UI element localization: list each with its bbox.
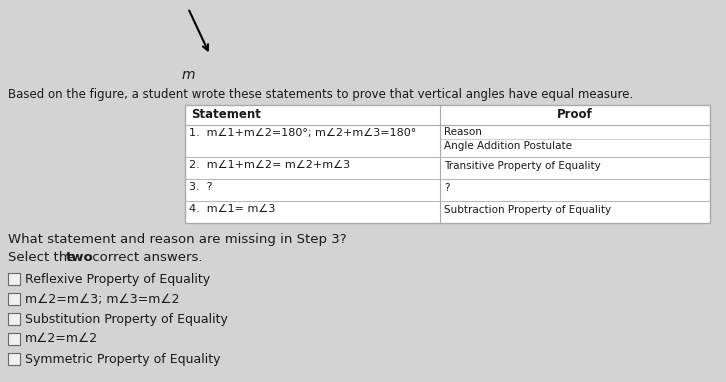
Bar [8, 333, 20, 345]
Text: 1.  m∠1+m∠2=180°; m∠2+m∠3=180°: 1. m∠1+m∠2=180°; m∠2+m∠3=180° [189, 128, 416, 138]
Text: m: m [182, 68, 195, 82]
Bar [8, 353, 20, 365]
Text: Transitive Property of Equality: Transitive Property of Equality [444, 161, 600, 171]
Bar [8, 273, 20, 285]
Text: Proof: Proof [557, 108, 593, 121]
Text: ?: ? [444, 183, 449, 193]
Text: Select the: Select the [8, 251, 80, 264]
Bar [8, 313, 20, 325]
Text: 4.  m∠1= m∠3: 4. m∠1= m∠3 [189, 204, 275, 214]
Text: m∠2=m∠3; m∠3=m∠2: m∠2=m∠3; m∠3=m∠2 [25, 293, 179, 306]
Text: Reflexive Property of Equality: Reflexive Property of Equality [25, 272, 210, 285]
Text: 3.  ?: 3. ? [189, 182, 213, 192]
Text: Reason: Reason [444, 127, 482, 137]
Text: two: two [66, 251, 94, 264]
Text: Statement: Statement [191, 108, 261, 121]
Text: correct answers.: correct answers. [88, 251, 203, 264]
Bar [8, 293, 20, 305]
Text: Angle Addition Postulate: Angle Addition Postulate [444, 141, 572, 151]
Text: Symmetric Property of Equality: Symmetric Property of Equality [25, 353, 221, 366]
Text: Subtraction Property of Equality: Subtraction Property of Equality [444, 205, 611, 215]
Bar [185, 105, 710, 223]
Text: 2.  m∠1+m∠2= m∠2+m∠3: 2. m∠1+m∠2= m∠2+m∠3 [189, 160, 350, 170]
Text: What statement and reason are missing in Step 3?: What statement and reason are missing in… [8, 233, 346, 246]
Text: m∠2=m∠2: m∠2=m∠2 [25, 332, 98, 345]
Text: Substitution Property of Equality: Substitution Property of Equality [25, 312, 228, 325]
Text: Based on the figure, a student wrote these statements to prove that vertical ang: Based on the figure, a student wrote the… [8, 88, 633, 101]
